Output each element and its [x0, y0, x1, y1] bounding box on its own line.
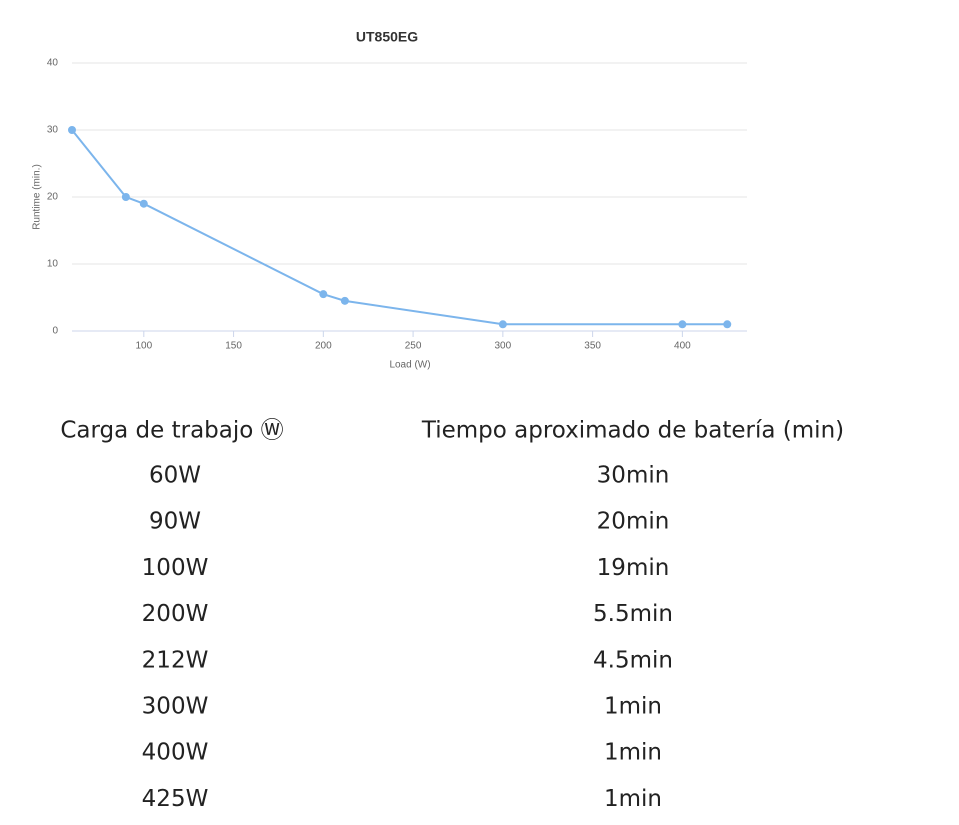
table-cell: 90W — [149, 509, 201, 535]
x-tick-label: 300 — [495, 341, 512, 352]
y-tick-label: 10 — [47, 259, 59, 270]
y-tick-label: 40 — [47, 58, 59, 69]
x-tick-label: 200 — [315, 341, 332, 352]
table-header: Carga de trabajo Ⓦ — [60, 418, 283, 444]
table-cell: 60W — [149, 463, 201, 489]
point — [498, 320, 507, 329]
table-cell: 30min — [597, 463, 670, 489]
table-cell: 400W — [142, 740, 209, 766]
table-cell: 1min — [604, 786, 662, 812]
point — [723, 320, 732, 329]
table-cell: 212W — [142, 647, 209, 673]
table-cell: 300W — [142, 694, 209, 720]
y-tick-label: 20 — [47, 192, 59, 203]
table-cell: 20min — [597, 509, 670, 535]
table-cell: 5.5min — [593, 601, 673, 627]
point — [139, 199, 148, 208]
x-tick-label: 350 — [584, 341, 601, 352]
y-axis-label: Runtime (min.) — [32, 164, 43, 230]
x-tick-label: 400 — [674, 341, 691, 352]
point — [319, 290, 328, 299]
point — [121, 193, 130, 201]
table-cell: 200W — [142, 601, 209, 627]
point — [678, 320, 687, 329]
x-tick-label: 100 — [135, 341, 152, 352]
table-cell: 425W — [142, 786, 209, 812]
y-tick-label: 30 — [47, 125, 59, 136]
y-tick-label: 0 — [52, 326, 58, 337]
table-header: Tiempo aproximado de batería (min) — [421, 418, 844, 444]
table-cell: 1min — [604, 694, 662, 720]
x-tick-label: 150 — [225, 341, 242, 352]
point — [340, 296, 349, 305]
table-cell: 100W — [142, 555, 209, 581]
line — [71, 129, 728, 326]
point — [68, 126, 76, 134]
x-tick-label: 250 — [405, 341, 422, 352]
table-cell: 4.5min — [593, 647, 673, 673]
chart-title: UT850EG — [356, 29, 418, 45]
table-cell: 19min — [597, 555, 670, 581]
table-cell: 1min — [604, 740, 662, 766]
x-axis-label: Load (W) — [389, 360, 430, 371]
